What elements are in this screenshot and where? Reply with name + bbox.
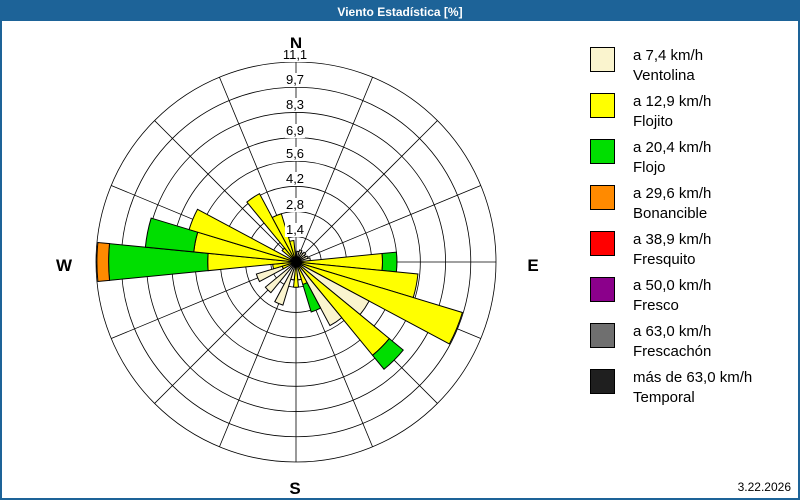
- legend-swatch-bonancible: [590, 185, 615, 210]
- rose-bar-segment-nbw-flojito: [289, 239, 297, 263]
- rose-bar-segment-s-flojito: [292, 261, 300, 288]
- legend-speed-label: a 63,0 km/h: [633, 323, 712, 340]
- window-title: Viento Estadística [%]: [337, 4, 463, 19]
- legend-name-label: Fresquito: [633, 251, 696, 268]
- rose-bar-segment-wbn-flojo: [144, 217, 199, 253]
- title-bar[interactable]: Viento Estadística [%]: [2, 2, 798, 21]
- legend-item-fresquito: a 38,9 km/h Fresquito: [590, 230, 790, 270]
- rose-bar-segment-nwbn-flojito: [246, 192, 297, 263]
- ring-label-8-3: 8,3: [284, 97, 306, 113]
- grid-spoke: [295, 77, 373, 263]
- legend-item-flojito: a 12,9 km/h Flojito: [590, 92, 790, 132]
- legend-text-flojito: a 12,9 km/h Flojito: [633, 92, 711, 132]
- legend-item-flojo: a 20,4 km/h Flojo: [590, 138, 790, 178]
- legend-speed-label: a 20,4 km/h: [633, 139, 712, 156]
- legend-speed-label: a 29,6 km/h: [633, 185, 712, 202]
- legend-speed-label: a 12,9 km/h: [633, 93, 712, 110]
- legend-text-bonancible: a 29,6 km/h Bonancible: [633, 184, 711, 224]
- legend-item-fresco: a 50,0 km/h Fresco: [590, 276, 790, 316]
- legend-swatch-temporal: [590, 369, 615, 394]
- rose-bar-segment-w-bonancible: [96, 241, 111, 283]
- legend-text-ventolina: a 7,4 km/h Ventolina: [633, 46, 703, 86]
- legend-text-frescachon: a 63,0 km/h Frescachón: [633, 322, 711, 362]
- compass-label-east: E: [527, 256, 539, 275]
- grid-spoke: [154, 120, 297, 263]
- rose-bar-segment-ssw-ventolina: [274, 261, 297, 306]
- legend-item-temporal: más de 63,0 km/h Temporal: [590, 368, 790, 408]
- grid-spoke: [295, 120, 438, 263]
- rose-bar-segment-sw-ventolina: [264, 261, 297, 294]
- ring-label-1-4: 1,4: [284, 221, 306, 237]
- legend-speed-label: a 50,0 km/h: [633, 277, 712, 294]
- legend-swatch-fresco: [590, 277, 615, 302]
- legend-name-label: Ventolina: [633, 67, 695, 84]
- ring-label-2-8: 2,8: [284, 196, 306, 212]
- legend-speed-label: más de 63,0 km/h: [633, 369, 753, 386]
- legend-item-frescachon: a 63,0 km/h Frescachón: [590, 322, 790, 362]
- rose-bar-segment-se-flojo: [371, 337, 404, 370]
- legend-name-label: Frescachón: [633, 343, 712, 360]
- ring-label-5-6: 5,6: [284, 146, 306, 162]
- rose-bar-segment-nnw-flojito: [271, 213, 297, 263]
- legend-item-ventolina: a 7,4 km/h Ventolina: [590, 46, 790, 86]
- ring-label-6-9: 6,9: [284, 122, 306, 138]
- legend-swatch-fresquito: [590, 231, 615, 256]
- legend-swatch-flojo: [590, 139, 615, 164]
- legend-text-temporal: más de 63,0 km/h Temporal: [633, 368, 752, 408]
- ring-label-9-7: 9,7: [284, 72, 306, 88]
- compass-label-west: W: [55, 256, 73, 275]
- legend-speed-label: a 7,4 km/h: [633, 47, 704, 64]
- rose-bar-segment-sebs-ventolina: [295, 261, 343, 327]
- legend-swatch-frescachon: [590, 323, 615, 348]
- legend-name-label: Fresco: [633, 297, 679, 314]
- legend-name-label: Flojo: [633, 159, 666, 176]
- rose-bar-segment-wsw-ventolina: [255, 265, 284, 283]
- legend-text-flojo: a 20,4 km/h Flojo: [633, 138, 711, 178]
- legend-name-label: Flojito: [633, 113, 674, 130]
- legend-name-label: Temporal: [633, 389, 695, 406]
- compass-label-south: S: [289, 479, 301, 498]
- rose-bar-segment-e-flojo: [381, 251, 398, 273]
- rose-bar-segment-wnw-flojito: [188, 208, 297, 263]
- rose-bar-segment-sse-flojo: [302, 281, 322, 313]
- rose-bar-segment-ese-flojito: [295, 261, 464, 345]
- legend-text-fresquito: a 38,9 km/h Fresquito: [633, 230, 711, 270]
- legend-item-bonancible: a 29,6 km/h Bonancible: [590, 184, 790, 224]
- date-label: 3.22.2026: [737, 480, 791, 494]
- ring-label-11-1: 11,1: [281, 47, 309, 62]
- ring-label-4-2: 4,2: [284, 171, 306, 187]
- grid-spoke: [295, 185, 481, 263]
- legend-swatch-ventolina: [590, 47, 615, 72]
- legend-swatch-flojito: [590, 93, 615, 118]
- legend: a 7,4 km/h Ventolina a 12,9 km/h Flojito a 2…: [590, 46, 790, 414]
- legend-name-label: Bonancible: [633, 205, 708, 222]
- legend-speed-label: a 38,9 km/h: [633, 231, 712, 248]
- legend-text-fresco: a 50,0 km/h Fresco: [633, 276, 711, 316]
